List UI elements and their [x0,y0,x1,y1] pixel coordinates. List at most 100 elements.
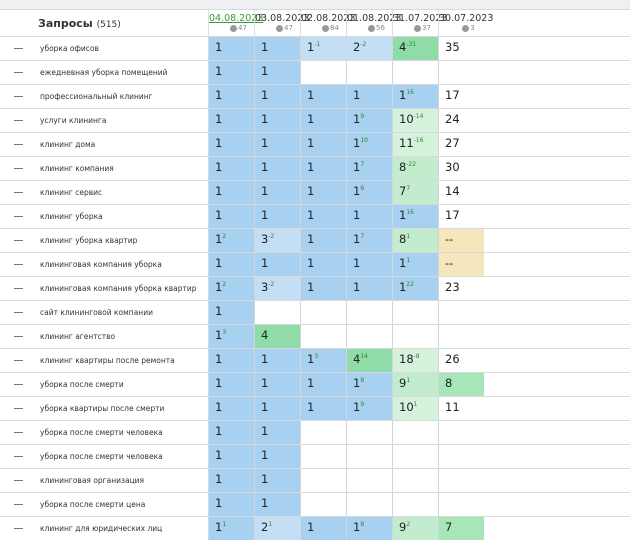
position: 17 [445,88,460,102]
position: 30 [445,160,460,174]
position: 1 [353,208,361,222]
collapse[interactable] [14,216,23,217]
cell [300,61,346,84]
position: 9 [399,376,407,390]
position: 1 [307,40,315,54]
row: клининг дома 1 1 1 110 11-16 27 [0,132,630,156]
position: 24 [445,112,460,126]
cell: 12 [208,277,254,300]
collapse[interactable] [14,288,23,289]
title: Запросы [38,17,93,30]
query: уборка после смерти человека [40,428,163,437]
cell: 1 [254,349,300,372]
delta: 22 [406,281,414,289]
position: 1 [261,400,269,414]
collapse[interactable] [14,192,23,193]
collapse[interactable] [14,408,23,409]
cell: 1 [208,253,254,276]
collapse[interactable] [14,432,23,433]
collapse[interactable] [14,504,23,505]
collapse[interactable] [14,144,23,145]
cell: 101 [392,397,438,420]
position: 10 [399,400,414,414]
collapse[interactable] [14,480,23,481]
collapse[interactable] [14,360,23,361]
collapse[interactable] [14,264,23,265]
query: клининговая компания уборка квартир [40,284,197,293]
position: 23 [445,280,460,294]
position: 1 [353,136,361,150]
query: клининг сервис [40,188,103,197]
collapse[interactable] [14,48,23,49]
delta: 2 [222,233,227,241]
position: 35 [445,40,460,54]
row: клининг уборка 1 1 1 1 116 17 [0,204,630,228]
row: клининг сервис 1 1 1 16 77 14 [0,180,630,204]
position: 4 [353,352,361,366]
date[interactable]: 04.08.2023 [209,13,264,24]
collapse[interactable] [14,120,23,121]
cell: 1 [208,373,254,396]
delta: 1 [413,401,418,409]
position: 1 [399,280,407,294]
delta: 2 [406,521,411,529]
cell: 8-22 [392,157,438,180]
cell: 1 [346,253,392,276]
position: 8 [445,376,453,390]
cell: 92 [392,517,438,540]
column-header: 30.07.2023 3 [438,10,493,36]
collapse[interactable] [14,240,23,241]
position: 3 [261,232,269,246]
cell: 1 [254,373,300,396]
query: клининговая организация [40,476,145,485]
position: 1 [215,424,223,438]
collapse[interactable] [14,96,23,97]
position: 1 [353,88,361,102]
collapse[interactable] [14,336,23,337]
delta: 7 [360,233,365,241]
delta: -2 [360,41,367,49]
query: уборка офисов [40,44,99,53]
delta: 6 [360,185,365,193]
position: 1 [261,112,269,126]
position: 1 [215,184,223,198]
position: 1 [307,520,315,534]
icon [230,24,238,32]
check-count: 47 [223,24,254,32]
collapse[interactable] [14,312,23,313]
icon [368,24,376,32]
collapse[interactable] [14,528,23,529]
cell: 1 [208,157,254,180]
query: сайт клининговой компании [40,308,153,317]
cell: 30 [438,157,484,180]
cell: 7 [438,517,484,540]
cell: 1 [254,397,300,420]
position: 1 [307,400,315,414]
position: 1 [353,280,361,294]
delta: 7 [360,161,365,169]
query: клининг агентство [40,332,116,341]
delta: 1 [406,257,411,265]
collapse[interactable] [14,456,23,457]
cell: 110 [346,133,392,156]
cell: 35 [438,37,484,60]
cell: 1 [300,205,346,228]
position: 1 [215,160,223,174]
cell: 16 [346,181,392,204]
position: 1 [307,232,315,246]
query: клининг квартиры после ремонта [40,356,175,365]
cell: 12 [208,229,254,252]
cell [438,421,484,444]
cell: 13 [300,349,346,372]
collapse[interactable] [14,384,23,385]
count: 56 [376,24,385,32]
query: уборка после смерти [40,380,124,389]
cell: 116 [392,85,438,108]
collapse[interactable] [14,72,23,73]
collapse[interactable] [14,168,23,169]
cell: 23 [438,277,484,300]
date: 02.08.2023 [301,13,356,24]
cell [392,493,438,516]
row: клининг уборка квартир 12 3-2 1 17 81 -- [0,228,630,252]
